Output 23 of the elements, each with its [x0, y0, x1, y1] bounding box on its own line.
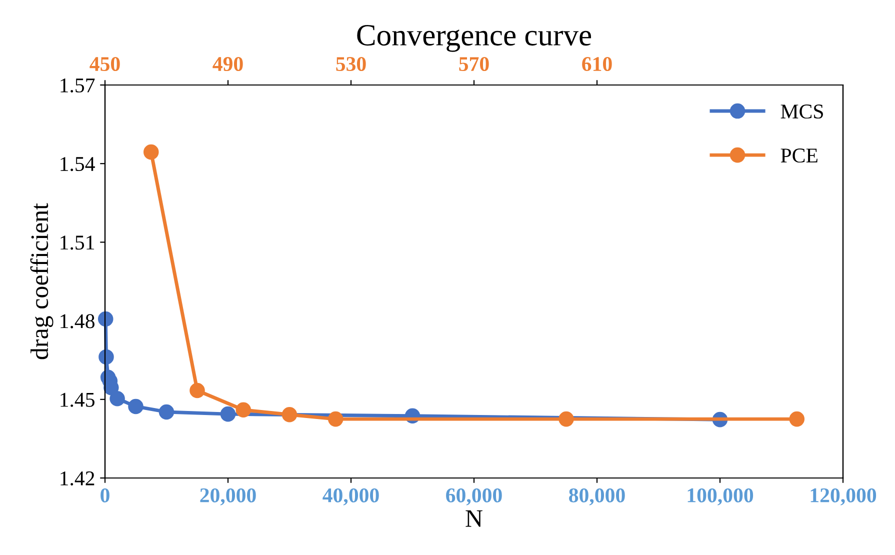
x2-tick-label: 490: [212, 56, 243, 72]
x-tick-label: 40,000: [322, 488, 379, 506]
y-tick-label: 1.51: [60, 236, 94, 250]
x-tick-label: 20,000: [200, 488, 256, 506]
x2-tick-label: 570: [459, 56, 489, 72]
y-tick-label: 1.48: [60, 314, 94, 328]
x2-tick-label: 450: [90, 56, 120, 72]
x2-tick-label: 530: [336, 56, 366, 72]
y-tick-label: 1.54: [60, 157, 95, 172]
x-tick-label: 60,000: [446, 488, 502, 506]
x-tick-label: 80,000: [569, 488, 625, 506]
x-tick-label: 120,000: [810, 488, 876, 506]
y-tick-label: 1.42: [60, 471, 94, 486]
legend-label: MCS: [780, 104, 823, 119]
y-tick-label: 1.57: [60, 78, 95, 93]
x-tick-label: 100,000: [688, 488, 754, 506]
x-tick-label: 0: [100, 488, 110, 502]
chart-title: Convergence curve: [357, 25, 592, 52]
legend-label: PCE: [780, 148, 818, 163]
x2-tick-label: 610: [582, 56, 612, 72]
y-axis-title: drag coefficient: [30, 203, 54, 360]
y-tick-label: 1.45: [60, 392, 94, 407]
x-axis-title: N: [466, 510, 482, 527]
